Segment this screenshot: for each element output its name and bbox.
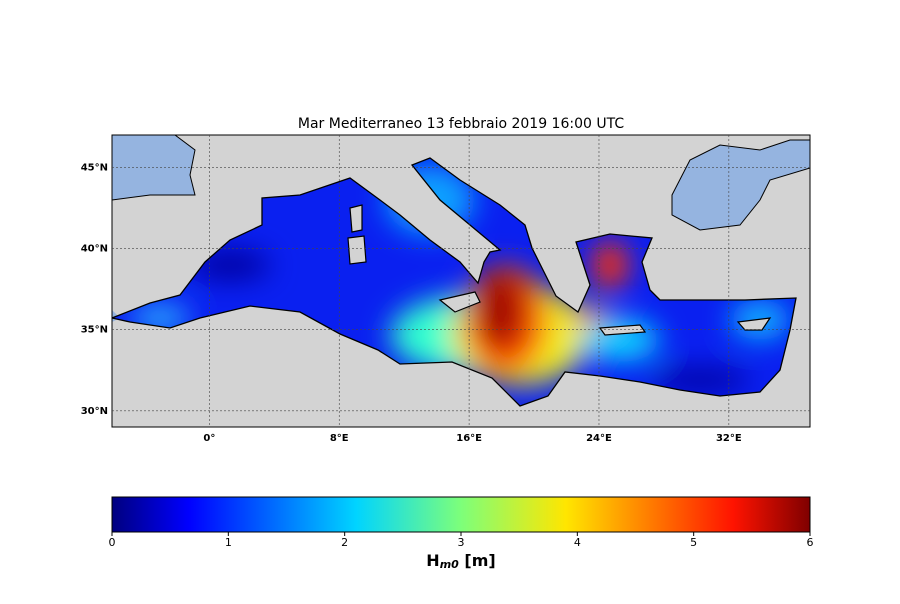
y-tick-label: 35°N: [81, 325, 108, 336]
colorbar-label: Hm0 [m]: [426, 551, 495, 572]
x-tick-label: 8°E: [330, 433, 349, 444]
colorbar-tick-label: 4: [574, 536, 581, 549]
map: [112, 135, 810, 427]
label-main: H: [426, 551, 439, 570]
label-unit: [m]: [459, 551, 496, 570]
colorbar-tick-label: 2: [341, 536, 348, 549]
colorbar-tick-label: 6: [807, 536, 814, 549]
y-tick-label: 30°N: [81, 406, 108, 417]
black-sea: [671, 139, 810, 231]
label-sub: m0: [440, 558, 459, 571]
x-tick-label: 0°: [203, 433, 215, 444]
axes: 0° 8°E 16°E 24°E 32°E 30°N 35°N 40°N 45°N 0 1 2 3 4 5 6: [81, 135, 814, 549]
colorbar-tick-label: 0: [109, 536, 116, 549]
x-tick-label: 16°E: [456, 433, 482, 444]
y-tick-label: 40°N: [81, 244, 108, 255]
colorbar-tick-label: 3: [458, 536, 465, 549]
map-title: Mar Mediterraneo 13 febbraio 2019 16:00 …: [298, 116, 624, 132]
colorbar-tick-label: 1: [225, 536, 232, 549]
x-tick-label: 24°E: [586, 433, 612, 444]
colorbar-tick-label: 5: [690, 536, 697, 549]
y-tick-label: 45°N: [81, 162, 108, 173]
map-frame: [111, 134, 811, 428]
islands: [347, 204, 772, 336]
x-tick-label: 32°E: [716, 433, 742, 444]
colorbar: [111, 496, 811, 533]
